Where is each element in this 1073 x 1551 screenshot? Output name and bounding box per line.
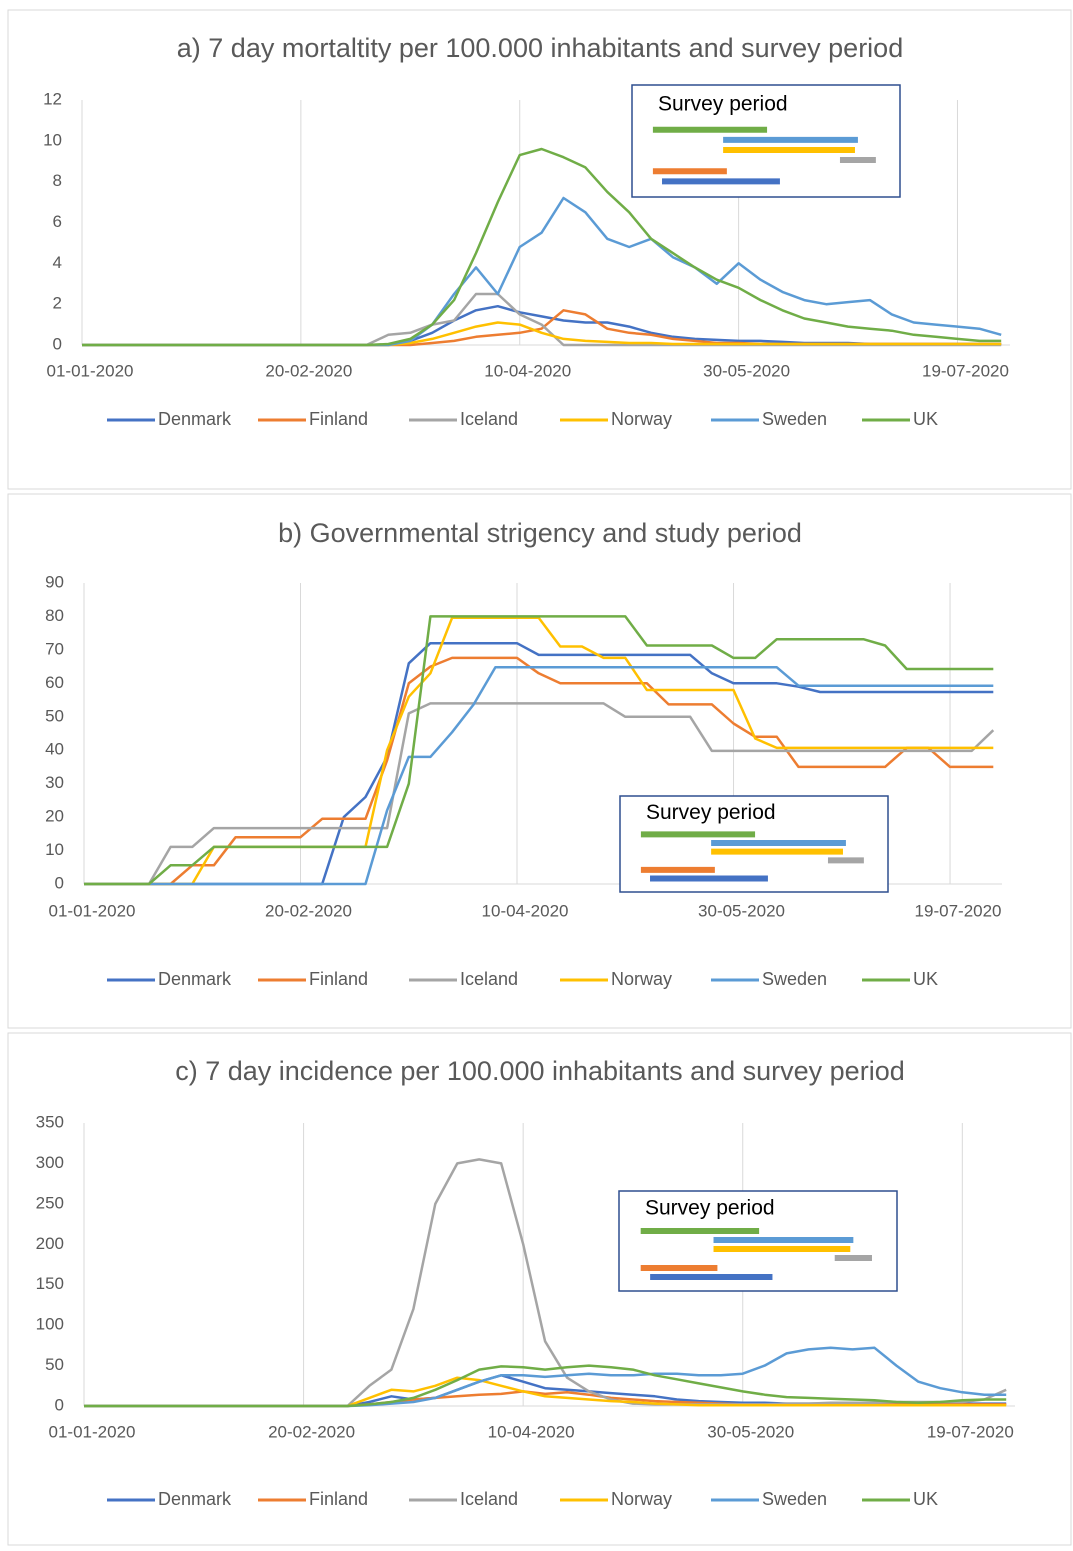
y-tick-label: 50	[45, 1355, 64, 1374]
y-tick-label: 10	[45, 840, 64, 859]
x-tick-label: 19-07-2020	[915, 901, 1002, 920]
series-line	[84, 666, 994, 886]
y-tick-label: 50	[45, 706, 64, 725]
y-tick-label: 350	[36, 1112, 64, 1131]
y-tick-label: 70	[45, 639, 64, 658]
legend-label: Sweden	[762, 409, 827, 429]
y-tick-label: 10	[43, 130, 62, 149]
legend-label: UK	[913, 409, 938, 429]
series-line	[84, 1376, 1007, 1408]
series-line	[84, 615, 994, 886]
y-tick-label: 2	[53, 294, 62, 313]
y-tick-label: 200	[36, 1234, 64, 1253]
y-tick-label: 100	[36, 1315, 64, 1334]
legend-label: Norway	[611, 969, 672, 989]
x-tick-label: 10-04-2020	[484, 361, 571, 380]
series-line	[84, 1346, 1007, 1408]
x-tick-label: 19-07-2020	[922, 361, 1009, 380]
series-line	[84, 702, 995, 886]
y-tick-label: 0	[53, 334, 62, 353]
legend-label: Finland	[309, 409, 368, 429]
series-line	[84, 656, 994, 886]
inset-title: Survey period	[645, 1197, 775, 1220]
chart-title: c) 7 day incidence per 100.000 inhabitan…	[175, 1056, 904, 1086]
series-line	[82, 321, 1002, 347]
x-tick-label: 01-01-2020	[49, 901, 136, 920]
x-tick-label: 19-07-2020	[927, 1422, 1014, 1441]
y-tick-label: 300	[36, 1153, 64, 1172]
y-tick-label: 150	[36, 1274, 64, 1293]
legend-label: Sweden	[762, 1489, 827, 1509]
inset-title: Survey period	[658, 93, 788, 116]
x-tick-label: 20-02-2020	[265, 901, 352, 920]
chart-title: b) Governmental strigency and study peri…	[278, 518, 802, 548]
y-tick-label: 4	[53, 253, 62, 272]
chart-title: a) 7 day mortaltity per 100.000 inhabita…	[177, 33, 903, 63]
legend-label: Iceland	[460, 409, 518, 429]
y-tick-label: 40	[45, 740, 64, 759]
legend-label: Denmark	[158, 969, 232, 989]
x-tick-label: 20-02-2020	[265, 361, 352, 380]
x-tick-label: 30-05-2020	[703, 361, 790, 380]
legend-label: UK	[913, 969, 938, 989]
legend-label: Iceland	[460, 969, 518, 989]
legend-label: Norway	[611, 409, 672, 429]
panel-frame	[7, 493, 1072, 1029]
y-tick-label: 90	[45, 572, 64, 591]
series-line	[82, 147, 1002, 347]
x-tick-label: 10-04-2020	[488, 1422, 575, 1441]
y-tick-label: 80	[45, 606, 64, 625]
legend-label: Denmark	[158, 1489, 232, 1509]
x-tick-label: 30-05-2020	[698, 901, 785, 920]
y-tick-label: 250	[36, 1193, 64, 1212]
legend-label: Iceland	[460, 1489, 518, 1509]
x-tick-label: 10-04-2020	[482, 901, 569, 920]
panel-frame	[7, 9, 1072, 490]
series-line	[84, 1364, 1007, 1408]
y-tick-label: 6	[53, 212, 62, 231]
legend-label: Finland	[309, 969, 368, 989]
x-tick-label: 30-05-2020	[707, 1422, 794, 1441]
legend-label: Sweden	[762, 969, 827, 989]
y-tick-label: 12	[43, 89, 62, 108]
legend-label: Denmark	[158, 409, 232, 429]
y-tick-label: 0	[55, 1395, 64, 1414]
inset-title: Survey period	[646, 801, 776, 824]
y-tick-label: 8	[53, 171, 62, 190]
y-tick-label: 20	[45, 807, 64, 826]
series-line	[82, 196, 1002, 347]
x-tick-label: 01-01-2020	[47, 361, 134, 380]
y-tick-label: 0	[55, 873, 64, 892]
panel-frame	[7, 1032, 1072, 1546]
x-tick-label: 20-02-2020	[268, 1422, 355, 1441]
y-tick-label: 60	[45, 673, 64, 692]
legend-label: Norway	[611, 1489, 672, 1509]
series-line	[84, 1374, 1007, 1408]
legend-label: Finland	[309, 1489, 368, 1509]
x-tick-label: 01-01-2020	[49, 1422, 136, 1441]
y-tick-label: 30	[45, 773, 64, 792]
legend-label: UK	[913, 1489, 938, 1509]
